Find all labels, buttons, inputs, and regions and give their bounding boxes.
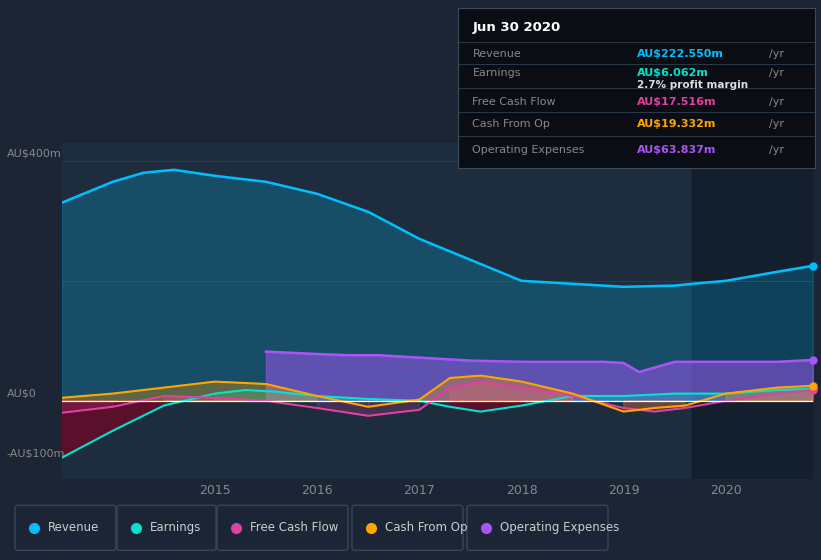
Text: /yr: /yr <box>768 119 784 129</box>
Text: Earnings: Earnings <box>150 521 201 534</box>
Text: AU$0: AU$0 <box>7 388 36 398</box>
Text: AU$19.332m: AU$19.332m <box>637 119 716 129</box>
Text: AU$17.516m: AU$17.516m <box>637 97 716 107</box>
Text: Revenue: Revenue <box>48 521 99 534</box>
Text: Operating Expenses: Operating Expenses <box>472 146 585 156</box>
Text: Cash From Op: Cash From Op <box>472 119 550 129</box>
Text: Earnings: Earnings <box>472 68 521 78</box>
Text: AU$222.550m: AU$222.550m <box>637 49 723 59</box>
Text: Cash From Op: Cash From Op <box>385 521 467 534</box>
Text: /yr: /yr <box>768 146 784 156</box>
Text: /yr: /yr <box>768 68 784 78</box>
Text: AU$400m: AU$400m <box>7 148 62 158</box>
Text: Free Cash Flow: Free Cash Flow <box>472 97 556 107</box>
Text: Free Cash Flow: Free Cash Flow <box>250 521 338 534</box>
Text: 2.7% profit margin: 2.7% profit margin <box>637 80 748 90</box>
Text: -AU$100m: -AU$100m <box>7 448 65 458</box>
Text: AU$6.062m: AU$6.062m <box>637 68 709 78</box>
Text: /yr: /yr <box>768 97 784 107</box>
Text: AU$63.837m: AU$63.837m <box>637 146 716 156</box>
Text: Operating Expenses: Operating Expenses <box>500 521 619 534</box>
Text: /yr: /yr <box>768 49 784 59</box>
Text: Revenue: Revenue <box>472 49 521 59</box>
Bar <box>692 143 813 479</box>
Text: Jun 30 2020: Jun 30 2020 <box>472 21 561 34</box>
